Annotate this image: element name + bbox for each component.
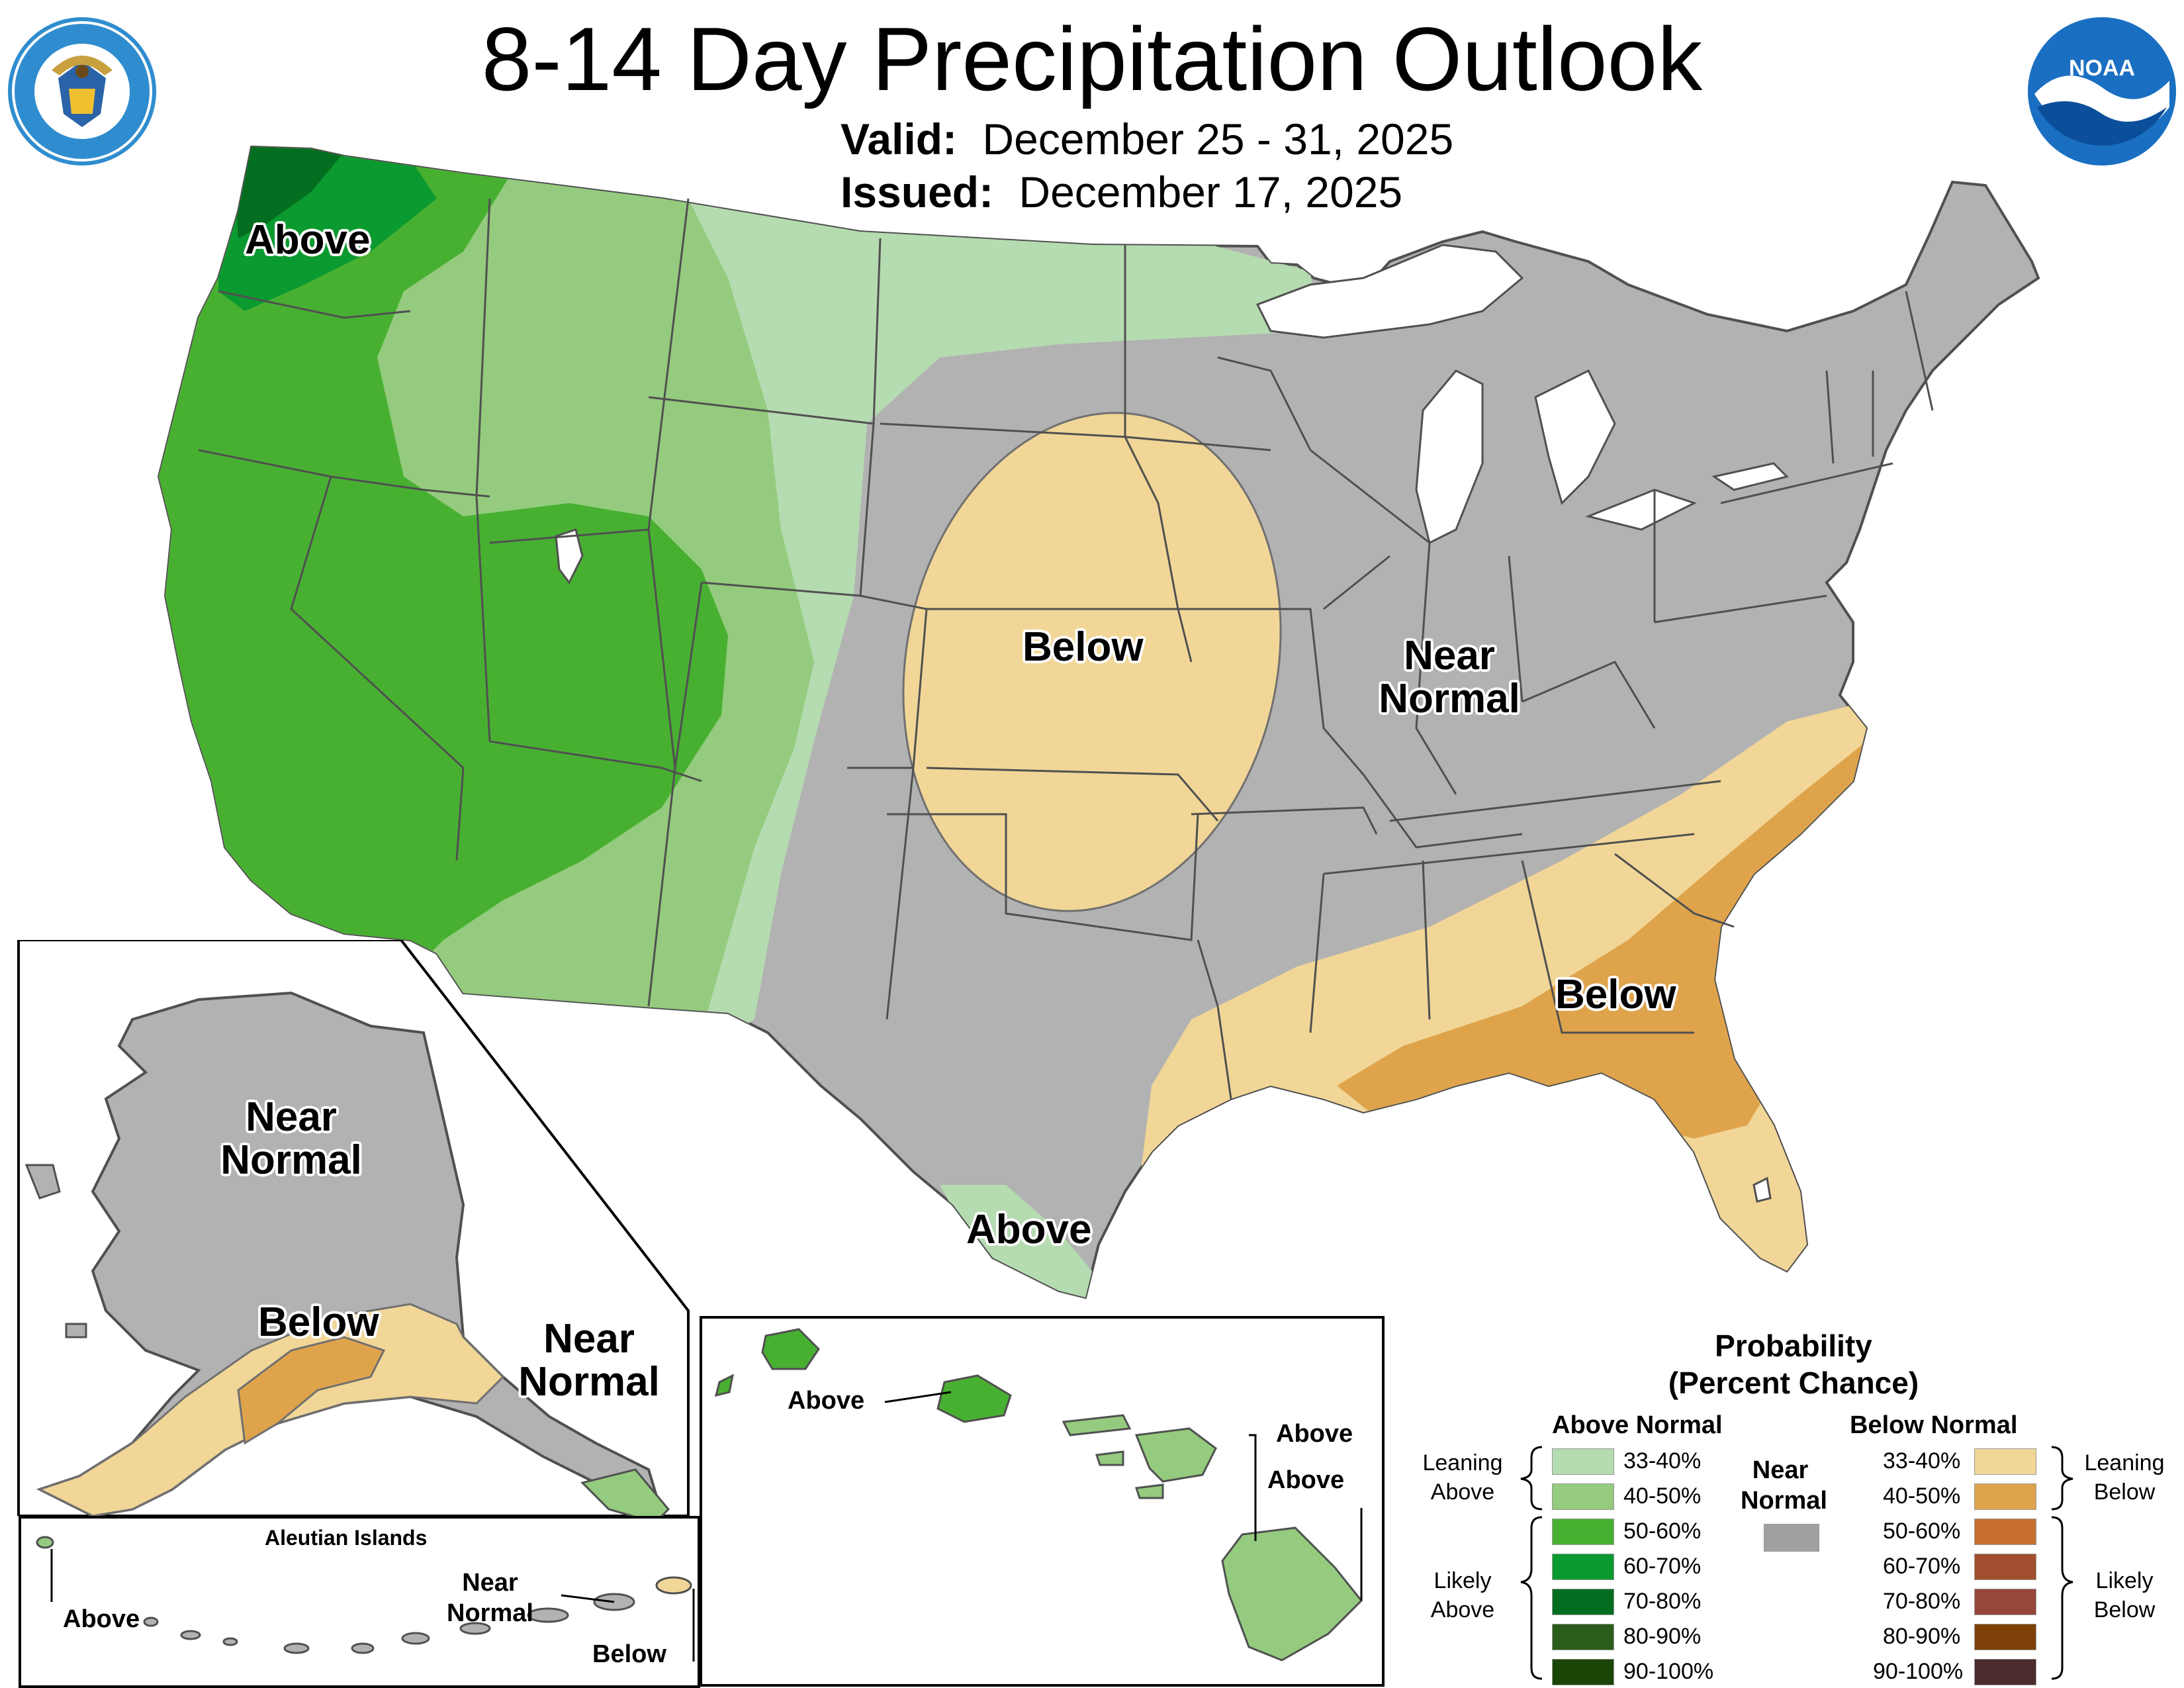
lake-huron [1534, 369, 1616, 505]
above-50-60-region [159, 147, 728, 980]
below-central-region [902, 412, 1282, 912]
molokai-island [1062, 1414, 1132, 1436]
legend-below-header: Below Normal [1850, 1411, 2018, 1439]
kauai-island [761, 1328, 820, 1370]
legend-brace-above [1520, 1446, 1543, 1680]
legend-below-swatch-7 [1974, 1659, 2036, 1685]
lake-superior [1255, 244, 1524, 339]
label-aleutian-above: Above [63, 1605, 140, 1633]
aleutian-islands-map [36, 1536, 695, 1662]
legend-leaning-below: Leaning Below [2084, 1450, 2165, 1505]
legend-below-range-6: 80-90% [1883, 1624, 1961, 1649]
valid-line: Valid: December 25 - 31, 2025 [841, 114, 1453, 164]
label-hawaii-above-big-island: Above [1267, 1466, 1345, 1494]
legend-below-range-3: 50-60% [1883, 1519, 1961, 1544]
issued-date: December 17, 2025 [1019, 167, 1403, 216]
label-aleutian-near-normal: Near Normal [447, 1569, 533, 1627]
legend-below-range-7: 90-100% [1873, 1659, 1964, 1684]
great-salt-lake [555, 528, 584, 585]
lake-michigan [1415, 369, 1484, 545]
legend-brace-below [2051, 1446, 2073, 1680]
lake-ontario [1711, 462, 1789, 491]
legend-below-swatch-4 [1974, 1554, 2036, 1580]
legend-below-swatch-2 [1974, 1483, 2036, 1510]
legend-leaning-above: Leaning Above [1422, 1450, 1503, 1505]
legend-below-range-4: 60-70% [1883, 1554, 1961, 1579]
legend-near-normal-swatch [1764, 1524, 1819, 1552]
label-alaska-near-normal-se: Near Normal [518, 1316, 660, 1405]
legend-below-range-1: 33-40% [1883, 1448, 1961, 1474]
legend-above-swatch-3 [1552, 1519, 1614, 1545]
label-below-southeast: Below [1555, 972, 1676, 1017]
noaa-logo-icon: NOAA [2028, 17, 2176, 165]
above-texas-region [940, 1185, 1092, 1297]
lake-erie [1585, 489, 1697, 531]
legend-above-swatch-7 [1552, 1659, 1614, 1685]
legend-above-range-6: 80-90% [1623, 1624, 1702, 1649]
department-of-commerce-seal-icon [8, 17, 156, 165]
legend-above-range-7: 90-100% [1623, 1659, 1714, 1684]
kahoolawe-island [1134, 1483, 1164, 1499]
legend-likely-above: Likely Above [1430, 1568, 1495, 1622]
label-alaska-below: Below [258, 1299, 379, 1345]
alaska-below-40-50-region [237, 1336, 386, 1445]
alaska-above-region [580, 1468, 670, 1516]
legend-below-swatch-1 [1974, 1448, 2036, 1475]
legend-above-swatch-2 [1552, 1483, 1614, 1510]
big-island [1221, 1526, 1363, 1662]
label-hawaii-above-maui: Above [1276, 1420, 1353, 1448]
legend-below-swatch-3 [1974, 1519, 2036, 1545]
legend-above-swatch-4 [1552, 1554, 1614, 1580]
legend-above-range-1: 33-40% [1623, 1448, 1702, 1474]
issued-line: Issued: December 17, 2025 [841, 167, 1402, 217]
legend-above-swatch-1 [1552, 1448, 1614, 1475]
oahu-island [936, 1374, 1012, 1423]
legend-above-range-3: 50-60% [1623, 1519, 1702, 1544]
label-aleutian-below: Below [592, 1640, 666, 1668]
label-alaska-near-normal: Near Normal [220, 1094, 362, 1184]
label-below-central: Below [1023, 624, 1144, 670]
label-hawaii-above-oahu: Above [788, 1387, 865, 1415]
legend-near-header: Near Normal [1741, 1456, 1827, 1515]
legend-below-range-5: 70-80% [1883, 1589, 1961, 1614]
legend-above-range-5: 70-80% [1623, 1589, 1702, 1614]
legend-above-swatch-6 [1552, 1624, 1614, 1650]
legend-title: Probability (Percent Chance) [1668, 1329, 1919, 1400]
valid-date: December 25 - 31, 2025 [982, 115, 1454, 164]
state-borders [198, 198, 1934, 1100]
label-aleutian-title: Aleutian Islands [265, 1526, 428, 1550]
noaa-logo-text: NOAA [2069, 56, 2135, 81]
label-above-texas: Above [966, 1207, 1092, 1252]
legend-below-swatch-6 [1974, 1624, 2036, 1650]
legend-above-range-4: 60-70% [1623, 1554, 1702, 1579]
legend-above-swatch-5 [1552, 1589, 1614, 1615]
niihau-island [714, 1374, 735, 1397]
legend-likely-below: Likely Below [2093, 1568, 2156, 1622]
lake-okeechobee [1752, 1176, 1772, 1203]
hawaii-islands-map [714, 1328, 1363, 1662]
valid-label: Valid: [841, 115, 958, 164]
aleutian-inset [19, 1516, 700, 1688]
map-title: 8-14 Day Precipitation Outlook [481, 9, 1703, 109]
issued-label: Issued: [841, 167, 994, 216]
legend-below-range-2: 40-50% [1883, 1483, 1961, 1509]
above-70-80-region [232, 147, 344, 238]
legend-above-range-2: 40-50% [1623, 1483, 1702, 1509]
label-above-northwest: Above [245, 217, 371, 263]
alaska-inset [17, 940, 690, 1516]
legend-above-header: Above Normal [1552, 1411, 1723, 1439]
label-near-normal-east: Near Normal [1379, 633, 1520, 722]
lanai-island [1095, 1450, 1124, 1466]
maui-island [1134, 1427, 1217, 1483]
legend-below-swatch-5 [1974, 1589, 2036, 1615]
